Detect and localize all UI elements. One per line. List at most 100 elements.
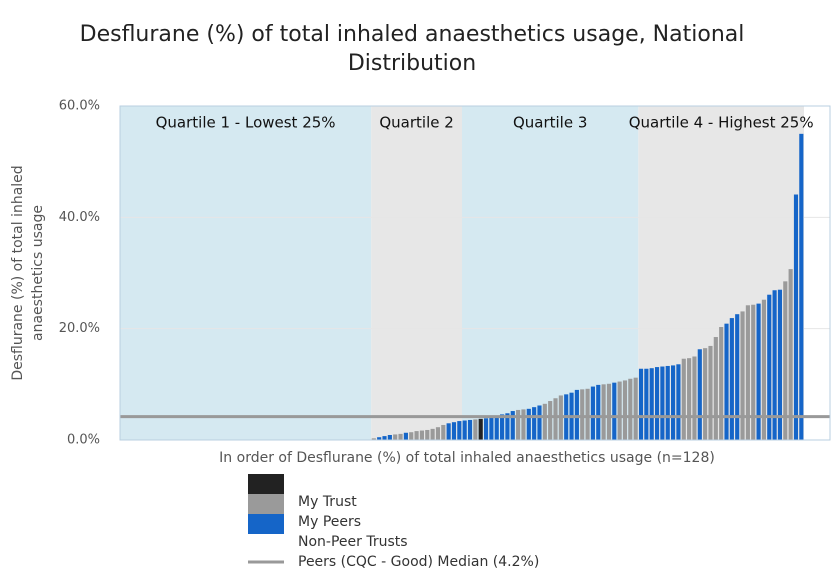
quartile-band [462, 106, 639, 440]
bar [676, 364, 681, 440]
bar [703, 348, 708, 440]
bar [537, 405, 542, 440]
bar [671, 365, 676, 440]
bar [751, 304, 756, 440]
quartile-band [120, 106, 372, 440]
quartile-label: Quartile 4 - Highest 25% [629, 114, 814, 132]
bar [724, 323, 729, 440]
x-axis-label: In order of Desflurane (%) of total inha… [219, 450, 715, 466]
quartile-label: Quartile 1 - Lowest 25% [156, 114, 336, 132]
bar [532, 407, 537, 440]
legend-label: My Peers [298, 514, 361, 530]
bar [793, 194, 799, 440]
legend-swatch [248, 494, 284, 514]
plot-area: Quartile 1 - Lowest 25% Quartile 2 Quartil… [59, 99, 831, 448]
y-axis-label: anaesthetics usage [30, 205, 46, 341]
bar [489, 417, 494, 440]
bar [788, 269, 793, 440]
bar [735, 314, 740, 440]
bar [510, 411, 515, 440]
bar [756, 303, 761, 440]
bar [799, 133, 804, 441]
bar [548, 401, 553, 440]
bar [457, 421, 462, 440]
legend-swatch [248, 474, 284, 494]
bar [585, 388, 590, 440]
bar [398, 433, 403, 440]
quartile-band [371, 106, 462, 440]
chart-title: Distribution [348, 51, 476, 76]
chart-title: Desflurane (%) of total inhaled anaesthe… [80, 22, 745, 47]
bar [580, 389, 585, 440]
bar [740, 311, 745, 440]
bar [708, 345, 713, 440]
bar [467, 419, 473, 440]
bar [516, 409, 521, 440]
bar [660, 366, 665, 440]
quartile-label: Quartile 2 [379, 114, 453, 132]
bar [435, 427, 441, 440]
bar [414, 431, 419, 440]
legend-label: Non-Peer Trusts [298, 534, 408, 550]
bar [697, 349, 702, 440]
bar [628, 378, 633, 440]
bar [654, 367, 660, 440]
bar [500, 414, 505, 440]
bar [574, 389, 579, 440]
bar [542, 403, 547, 440]
bar [649, 368, 654, 440]
bar [633, 377, 638, 440]
y-tick-label: 20.0% [59, 321, 100, 336]
bar [403, 432, 408, 440]
y-tick-label: 0.0% [67, 433, 100, 448]
bar [494, 416, 499, 440]
y-tick-label: 40.0% [59, 210, 100, 225]
bar [425, 429, 430, 440]
plot-border [119, 105, 831, 441]
bar [409, 432, 414, 440]
bar [745, 305, 750, 440]
bar [687, 358, 692, 440]
bar [601, 384, 606, 440]
bar [387, 434, 392, 440]
bar [713, 337, 718, 440]
bar [665, 365, 670, 440]
bar [377, 437, 382, 440]
legend: My Trust My Peers Non-Peer Trusts Peers (CQ… [248, 474, 539, 570]
bar [393, 434, 398, 440]
bar [596, 384, 601, 440]
bar [462, 420, 467, 440]
bar [622, 380, 628, 440]
bar [729, 318, 734, 440]
bar [638, 368, 644, 440]
bar [473, 419, 478, 440]
bar [590, 386, 595, 440]
y-tick-label: 60.0% [59, 99, 100, 114]
bar [761, 299, 766, 440]
bar [783, 281, 788, 440]
bar [719, 326, 724, 440]
bar [777, 289, 783, 440]
bar [553, 398, 558, 440]
bar [505, 413, 510, 440]
bar [612, 382, 617, 440]
bar [478, 418, 483, 440]
bar [451, 422, 457, 440]
legend-swatch [248, 514, 284, 534]
bar [483, 418, 489, 440]
bar [767, 294, 772, 440]
bar [446, 423, 451, 440]
bar [430, 428, 435, 440]
bar [521, 409, 526, 440]
legend-label: Peers (CQC - Good) Median (4.2%) [298, 554, 539, 570]
bar [681, 358, 686, 440]
bar [606, 383, 612, 440]
bar [526, 408, 531, 440]
bar [617, 381, 622, 440]
bar [441, 424, 446, 440]
y-axis-label: Desflurane (%) of total inhaled [10, 165, 26, 380]
bar [644, 368, 649, 440]
bar [772, 290, 777, 440]
bar [382, 436, 387, 440]
